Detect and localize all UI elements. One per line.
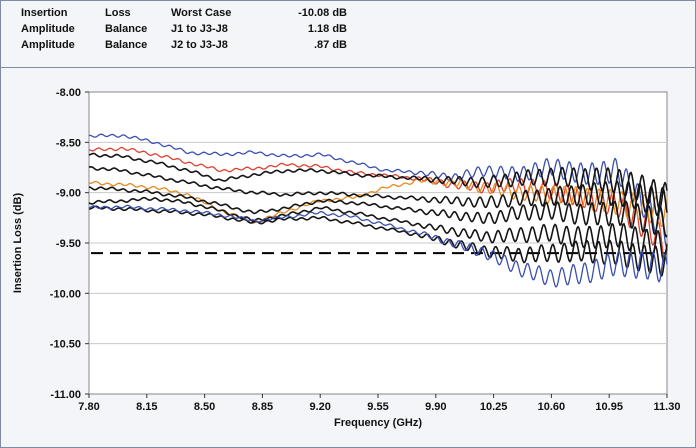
series-line bbox=[88, 205, 668, 277]
summary-condition: J2 to J3-J8 bbox=[171, 39, 228, 51]
y-tick-label: -10.50 bbox=[50, 339, 81, 351]
y-tick-label: -9.50 bbox=[56, 238, 81, 250]
summary-row-balance-j2: Amplitude Balance J2 to J3-J8 .87 dB bbox=[1, 39, 421, 55]
y-tick-label: -11.00 bbox=[50, 389, 81, 401]
summary-condition: Worst Case bbox=[171, 7, 232, 19]
summary-label: Balance bbox=[105, 39, 148, 51]
summary-label: Insertion bbox=[21, 7, 68, 19]
summary-table: Insertion Loss Worst Case -10.08 dB Ampl… bbox=[1, 1, 695, 68]
summary-row-balance-j1: Amplitude Balance J1 to J3-J8 1.18 dB bbox=[1, 23, 421, 39]
series-line bbox=[88, 133, 668, 248]
x-tick-label: 11.30 bbox=[654, 401, 681, 413]
series-line bbox=[88, 177, 668, 228]
series-line bbox=[88, 146, 668, 257]
series-line bbox=[88, 186, 668, 238]
x-tick-label: 7.80 bbox=[78, 401, 99, 413]
summary-value: -10.08 dB bbox=[298, 7, 347, 19]
summary-value: 1.18 dB bbox=[307, 23, 347, 35]
y-tick-label: -8.50 bbox=[56, 137, 81, 149]
y-tick-label: -10.00 bbox=[50, 288, 81, 300]
series-line bbox=[88, 196, 668, 262]
summary-label: Loss bbox=[105, 7, 131, 19]
series-line bbox=[88, 152, 668, 211]
summary-value: .87 dB bbox=[313, 39, 347, 51]
x-tick-label: 9.55 bbox=[367, 401, 388, 413]
x-tick-label: 9.20 bbox=[309, 401, 330, 413]
grid-lines bbox=[88, 91, 668, 395]
summary-label: Amplitude bbox=[21, 23, 75, 35]
y-tick-label: -9.00 bbox=[56, 188, 81, 200]
summary-condition: J1 to J3-J8 bbox=[171, 23, 228, 35]
summary-label: Balance bbox=[105, 23, 148, 35]
x-tick-label: 8.50 bbox=[194, 401, 215, 413]
series-layer bbox=[88, 133, 668, 288]
series-line bbox=[88, 166, 668, 217]
summary-row-insertion-loss: Insertion Loss Worst Case -10.08 dB bbox=[1, 7, 421, 23]
x-axis-title: Frequency (GHz) bbox=[334, 417, 422, 429]
y-axis-title: Insertion Loss (dB) bbox=[12, 193, 24, 294]
summary-label: Amplitude bbox=[21, 39, 75, 51]
x-tick-label: 10.60 bbox=[538, 401, 566, 413]
insertion-loss-chart: -8.00 -8.50 -9.00 -9.50 -10.00 -10.50 -11.007.… bbox=[12, 87, 681, 429]
axes: -8.00 -8.50 -9.00 -9.50 -10.00 -10.50 -11.007.… bbox=[50, 87, 681, 413]
x-tick-label: 9.90 bbox=[425, 401, 446, 413]
x-tick-label: 8.15 bbox=[136, 401, 157, 413]
x-tick-label: 10.95 bbox=[595, 401, 623, 413]
x-tick-label: 10.25 bbox=[480, 401, 508, 413]
series-line bbox=[88, 204, 668, 288]
x-tick-label: 8.85 bbox=[252, 401, 273, 413]
y-tick-label: -8.00 bbox=[56, 87, 81, 99]
